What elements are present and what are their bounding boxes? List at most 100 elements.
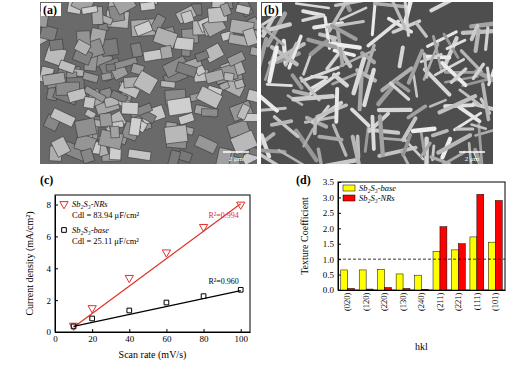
sem-texture [84,109,96,120]
tick-label: 100 [234,334,248,344]
panel-label: (b) [264,3,279,17]
y-axis-tick: 2 [47,296,59,306]
sem-texture [364,70,374,105]
sem-texture [428,32,457,46]
sem-texture [416,23,426,37]
sem-texture [110,90,128,103]
sem-texture [400,47,403,66]
x-axis-title: hkl [415,341,428,352]
sem-texture [405,2,409,35]
panel-label: (a) [43,3,57,17]
tick-label: 3.0 [323,193,335,203]
sem-texture [223,72,234,81]
sem-texture [99,113,112,127]
sem-texture [471,23,493,27]
data-point [199,224,207,231]
sem-texture [67,88,87,103]
y-axis-tick: 8 [47,200,59,210]
tick-label: (020) [342,292,352,311]
sem-texture [372,117,373,149]
legend-label: Sb₂S₃-base [359,183,396,193]
sem-texture [303,57,309,74]
sem-texture [176,62,198,78]
sem-texture [167,97,192,116]
capacitance-label: Cdl = 83.94 μF/cm² [72,210,140,220]
sem-texture [49,39,63,51]
sem-texture [58,60,76,74]
tick-label: 3.5 [323,177,335,187]
x-axis-tick: 80 [200,329,210,344]
data-point [127,308,132,313]
sem-texture [246,89,257,103]
x-axis-tick: (220) [379,290,389,311]
sem-texture [317,105,346,117]
sem-background [40,2,257,164]
sem-texture [81,6,98,15]
x-axis-title: Scan rate (mV/s) [119,349,187,361]
sem-texture [261,91,277,111]
data-point [69,323,77,330]
sem-texture [274,117,297,137]
sem-texture [380,116,383,155]
bar [403,288,410,290]
tick-label: (220) [379,292,389,311]
sem-texture [201,109,217,117]
sem-texture [153,27,178,49]
sem-texture [128,149,151,161]
sem-texture [178,113,195,126]
sem-texture [296,131,316,160]
sem-texture [294,91,308,94]
sem-image [40,2,257,164]
sem-texture [318,149,323,164]
bar [458,244,465,290]
bar [422,289,429,290]
sem-texture [51,136,71,157]
data-point [88,306,96,313]
sem-texture [134,21,153,37]
sem-texture [74,39,91,55]
x-axis-tick: 20 [88,329,98,344]
bar [415,275,422,290]
tick-label: 0.0 [323,285,335,295]
sem-texture [308,40,335,47]
tick-label: 1.0 [323,255,335,265]
panel-label: (c) [40,173,53,187]
sem-texture [293,96,332,99]
sem-texture [262,135,269,156]
legend-marker [62,228,67,233]
sem-texture [312,75,327,79]
tick-label: (240) [416,292,426,311]
sem-texture [261,22,283,45]
bar [433,251,440,290]
panel-label-background [41,3,61,16]
tick-label: (211) [435,292,445,310]
sem-texture [352,109,369,125]
sem-texture [487,68,489,82]
x-axis-tick: 40 [125,329,135,344]
sem-texture [414,75,417,96]
fit-line [74,204,241,327]
sem-texture [269,48,276,82]
legend-label: Sb₂S₃-base [72,225,109,235]
sem-texture [130,43,142,58]
sem-texture [195,50,209,62]
x-axis-tick: (221) [453,290,463,311]
sem-texture [473,64,483,78]
x-axis: 020406080100 [53,329,250,344]
tick-label: 4 [47,264,52,274]
sem-texture [261,39,266,66]
x-axis-tick: 60 [162,329,172,344]
sem-texture [205,69,225,84]
sem-texture [354,59,364,93]
bar [477,194,484,290]
sem-texture [227,51,246,66]
tick-label: 2.5 [323,208,335,218]
sem-texture [167,150,181,164]
sem-texture [332,26,356,39]
tick-label: 60 [162,334,172,344]
bar [366,289,373,290]
data-point [125,275,133,282]
plot-area [69,202,244,330]
sem-texture [220,3,232,17]
sem-texture [234,79,245,89]
